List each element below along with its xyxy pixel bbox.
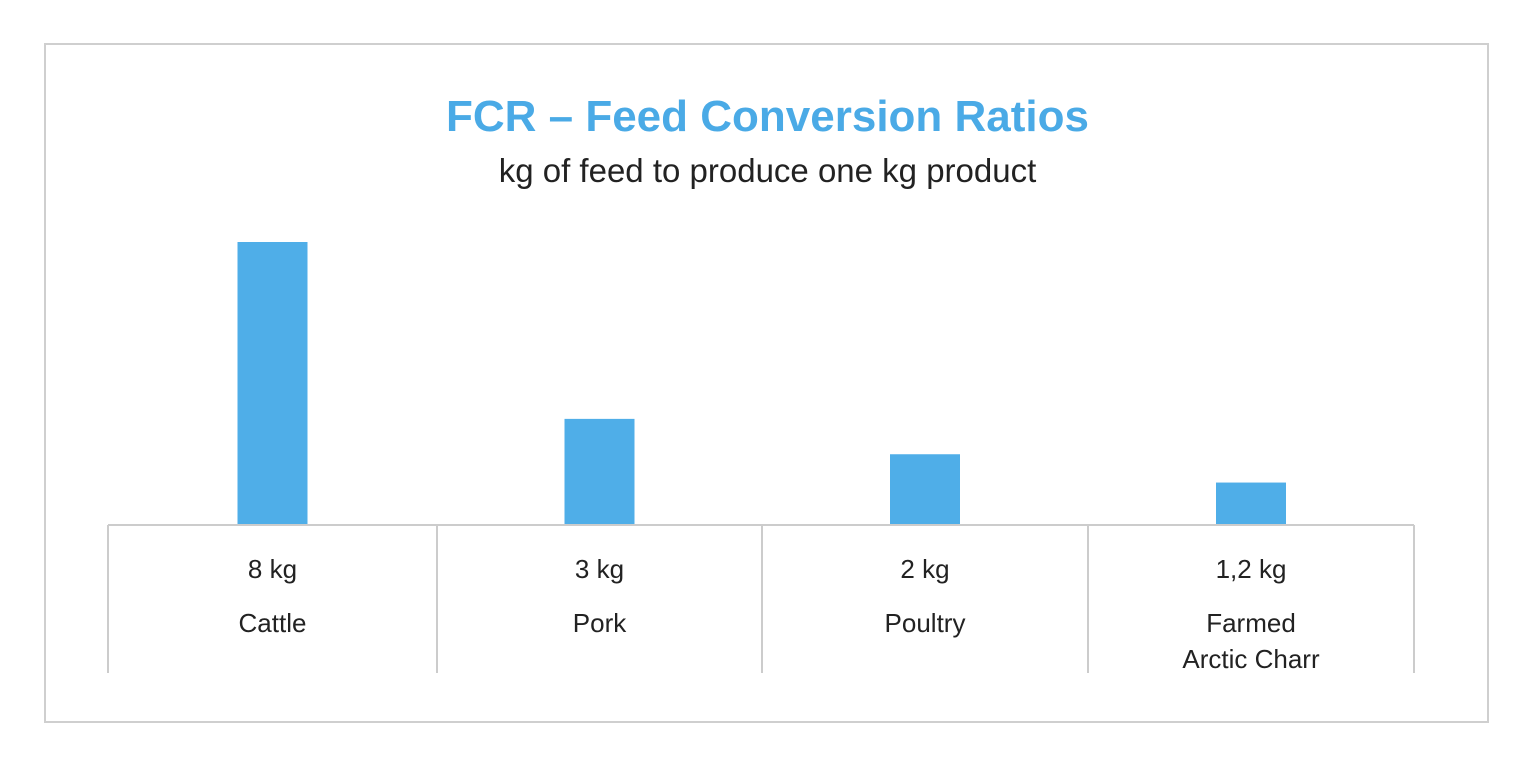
bar-1: [564, 418, 635, 525]
data-label-0: 8 kg: [248, 554, 297, 584]
data-label-1: 3 kg: [575, 554, 624, 584]
bar-0: [237, 242, 308, 525]
data-label-3: 1,2 kg: [1216, 554, 1287, 584]
category-label-1: Pork: [573, 608, 627, 638]
bar-3: [1216, 482, 1286, 525]
data-label-2: 2 kg: [900, 554, 949, 584]
category-label-3-0: Farmed: [1206, 608, 1296, 638]
bar-2: [890, 454, 960, 525]
category-label-2: Poultry: [885, 608, 966, 638]
chart-subtitle: kg of feed to produce one kg product: [498, 152, 1037, 189]
category-label-0: Cattle: [239, 608, 307, 638]
category-label-3-1: Arctic Charr: [1182, 644, 1320, 674]
chart-title: FCR – Feed Conversion Ratios: [445, 92, 1089, 141]
